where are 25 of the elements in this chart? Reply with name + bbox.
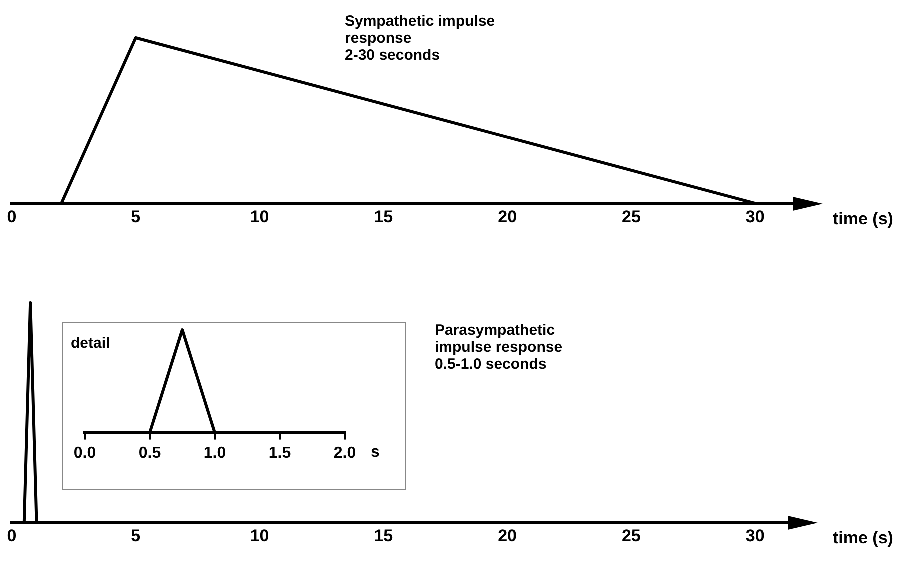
x-tick-label: 20: [498, 207, 518, 226]
x-tick-label: 1.0: [204, 444, 226, 462]
x-tick-label: 0.5: [138, 444, 162, 462]
x-tick-label: 30: [746, 526, 765, 546]
x-tick-label: 15: [374, 207, 394, 226]
x-axis-title: time (s): [833, 209, 894, 228]
x-tick-label: 10: [250, 526, 270, 546]
x-tick-label: 2.0: [334, 444, 356, 462]
x-tick-label: 25: [622, 526, 641, 546]
x-tick-label: 5: [131, 526, 141, 546]
x-tick-label: 5: [131, 207, 141, 226]
x-tick-label: 1.5: [268, 444, 292, 462]
x-tick-label: 0: [7, 526, 17, 546]
x-tick-label: 10: [250, 207, 270, 226]
x-axis-title: s: [371, 444, 380, 461]
annotation: Parasympathetic impulse response 0.5-1.0 seconds: [435, 322, 563, 373]
x-tick-label: 15: [374, 526, 394, 546]
x-tick-label: 0.0: [74, 444, 96, 462]
x-tick-label: 0: [7, 207, 17, 226]
x-tick-label: 25: [622, 207, 641, 226]
x-axis-title: time (s): [833, 528, 894, 548]
x-tick-label: 20: [498, 526, 517, 546]
x-tick-label: 30: [746, 207, 765, 226]
chart-title: detail: [71, 335, 110, 352]
annotation: Sympathetic impulse response 2-30 seconds: [345, 13, 496, 64]
